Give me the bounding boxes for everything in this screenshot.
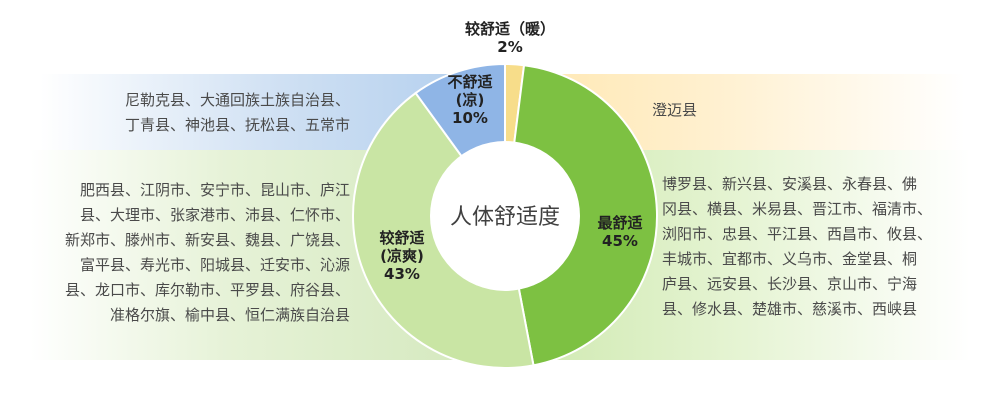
slice-warm-label: 较舒适（暖）: [465, 20, 555, 38]
best-county-line: 县、修水县、楚雄市、慈溪市、西峡县: [662, 300, 918, 318]
warm-county-list: 澄迈县: [652, 98, 697, 123]
slice-cool-label: 不舒适: [447, 73, 492, 91]
slice-cool-label: (凉): [456, 91, 485, 109]
center-label: 人体舒适度: [450, 205, 560, 230]
slice-best-percent: 45%: [602, 232, 638, 250]
slice-fresh-percent: 43%: [384, 265, 420, 283]
fresh-county-list: 肥西县、江阴市、安宁市、昆山市、庐江 县、大理市、张家港市、沛县、仁怀市、 新郑…: [65, 178, 350, 328]
warm-county-line: 澄迈县: [652, 101, 698, 119]
fresh-county-line: 新郑市、滕州市、新安县、魏县、广饶县、: [64, 231, 350, 249]
donut-hole: [430, 141, 580, 291]
best-county-list: 博罗县、新兴县、安溪县、永春县、佛 冈县、横县、米易县、晋江市、福清市、 浏阳市…: [662, 172, 932, 322]
slice-warm-percent: 2%: [497, 38, 522, 56]
fresh-county-line: 富平县、寿光市、阳城县、迁安市、沁源: [79, 256, 350, 274]
slice-best-label: 最舒适: [597, 214, 642, 232]
fresh-county-line: 县、大理市、张家港市、沛县、仁怀市、: [79, 206, 350, 224]
best-county-line: 博罗县、新兴县、安溪县、永春县、佛: [662, 175, 918, 193]
fresh-county-line: 准格尔旗、榆中县、恒仁满族自治县: [109, 306, 350, 324]
best-county-line: 庐县、远安县、长沙县、京山市、宁海: [662, 275, 918, 293]
best-county-line: 丰城市、宜都市、义乌市、金堂县、桐: [662, 250, 918, 268]
slice-best: [503, 64, 658, 367]
best-county-line: 冈县、横县、米易县、晋江市、福清市、: [662, 200, 933, 218]
fresh-county-line: 肥西县、江阴市、安宁市、昆山市、庐江: [79, 181, 350, 199]
slice-fresh-label: 较舒适: [379, 229, 424, 247]
cool-county-line: 尼勒克县、大通回族土族自治县、: [124, 91, 350, 109]
cool-county-list: 尼勒克县、大通回族土族自治县、 丁青县、神池县、抚松县、五常市: [125, 88, 350, 138]
cool-county-line: 丁青县、神池县、抚松县、五常市: [124, 116, 350, 134]
best-county-line: 浏阳市、忠县、平江县、西昌市、攸县、: [662, 225, 933, 243]
fresh-county-line: 县、龙口市、库尔勒市、平罗县、府谷县、: [64, 281, 350, 299]
slice-fresh-label: (凉爽): [380, 247, 424, 265]
slice-cool-percent: 10%: [452, 109, 488, 127]
